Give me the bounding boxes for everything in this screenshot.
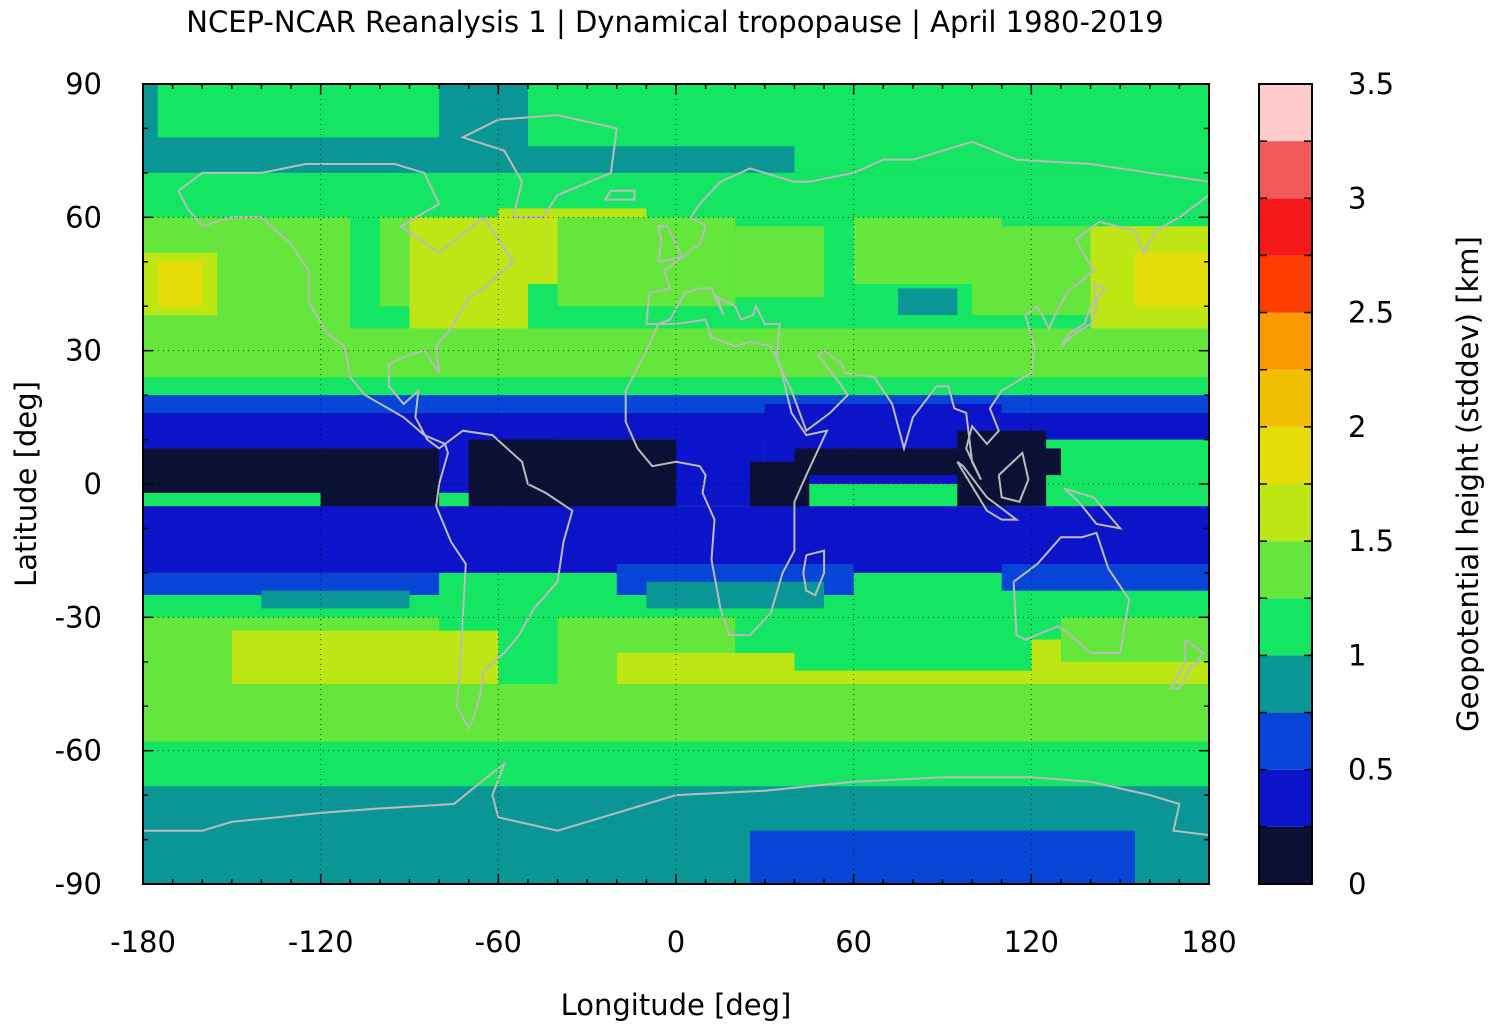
x-tick-label: 60 (835, 925, 872, 959)
y-axis-label: Latitude [deg] (9, 381, 43, 587)
colorbar-tick-label: 1 (1348, 638, 1366, 672)
field-cell (527, 84, 795, 147)
field-cell (143, 684, 1209, 742)
chart-title: NCEP-NCAR Reanalysis 1 | Dynamical tropo… (186, 5, 1164, 39)
y-tick-labels: 90 60 30 0 -30 -60 -90 (55, 67, 102, 901)
field-cell (143, 377, 1209, 396)
field-cell (794, 84, 1209, 173)
field-cell (157, 84, 440, 138)
colorbar-segment (1259, 598, 1312, 656)
coastline (1012, 531, 1131, 654)
coastline (624, 318, 829, 637)
colorbar-segment (1259, 484, 1312, 542)
colorbar-segment (1259, 84, 1312, 142)
colorbar-segment (1259, 198, 1312, 256)
field-cell (735, 226, 825, 298)
x-tick-labels: -180 -120 -60 0 60 120 180 (110, 925, 1237, 959)
y-tick-label: 30 (65, 334, 102, 368)
colorbar-tick-labels: 0 0.5 1 1.5 2 2.5 3 3.5 (1348, 67, 1394, 901)
colorbar-segment (1259, 769, 1312, 827)
y-tick-label: -30 (55, 600, 102, 634)
x-tick-label: -60 (475, 925, 522, 959)
field-cell (779, 848, 1061, 884)
colorbar-tick-label: 3.5 (1348, 67, 1394, 101)
y-tick-label: -60 (55, 734, 102, 768)
coastline (1168, 638, 1205, 690)
field-cell (143, 572, 440, 596)
colorbar-label: Geopotential height (stddev) [km] (1451, 236, 1485, 732)
colorbar-segment (1259, 141, 1312, 199)
x-tick-label: 180 (1181, 925, 1236, 959)
x-tick-label: 120 (1004, 925, 1059, 959)
x-tick-label: -180 (110, 925, 176, 959)
coastline (656, 225, 684, 263)
colorbar-segment (1259, 369, 1312, 427)
colorbar-segment (1259, 712, 1312, 770)
coastline (997, 450, 1030, 503)
y-tick-label: 60 (65, 200, 102, 234)
coastline (177, 163, 515, 450)
coastline (802, 549, 826, 597)
coastlines (143, 114, 1209, 837)
field-cell (157, 261, 203, 307)
grid-lines (143, 84, 1209, 884)
colorbar-segment (1259, 255, 1312, 313)
colorbar-segment (1259, 426, 1312, 484)
colorbar-segment (1259, 541, 1312, 599)
x-axis-label: Longitude [deg] (561, 988, 792, 1022)
coastline (460, 114, 618, 219)
coastline (956, 460, 1020, 521)
colorbar (1258, 83, 1313, 885)
field-cell (557, 217, 736, 307)
x-tick-label: 0 (667, 925, 685, 959)
colorbar-tick-label: 2.5 (1348, 296, 1394, 330)
field-cell (1001, 564, 1209, 591)
coastline (646, 194, 1209, 481)
x-tick-label: -120 (288, 925, 354, 959)
coastline (435, 429, 574, 731)
colorbar-tick-label: 0 (1348, 867, 1366, 901)
colorbar-segment (1259, 655, 1312, 713)
coastline (604, 189, 636, 201)
field-cell (1134, 252, 1209, 307)
colorbar-tick-label: 1.5 (1348, 524, 1394, 558)
axis-ticks (142, 83, 1210, 885)
colorbar-tick-label: 2 (1348, 410, 1366, 444)
field-cell (261, 590, 410, 609)
coastline (143, 761, 1209, 837)
colorbar-segment (1259, 826, 1312, 884)
plot-area (142, 83, 1210, 885)
coastline (1063, 487, 1123, 530)
y-tick-label: 90 (65, 67, 102, 101)
field-cell (143, 448, 321, 493)
colorbar-tick-label: 3 (1348, 181, 1366, 215)
field-cell (646, 581, 825, 609)
colorbar-tick-label: 0.5 (1348, 753, 1394, 787)
colorbar-segment (1259, 312, 1312, 370)
y-tick-label: 0 (84, 467, 102, 501)
coastline (645, 140, 1209, 325)
coastline (1060, 282, 1108, 347)
y-tick-label: -90 (55, 867, 102, 901)
field-cell (898, 288, 958, 316)
